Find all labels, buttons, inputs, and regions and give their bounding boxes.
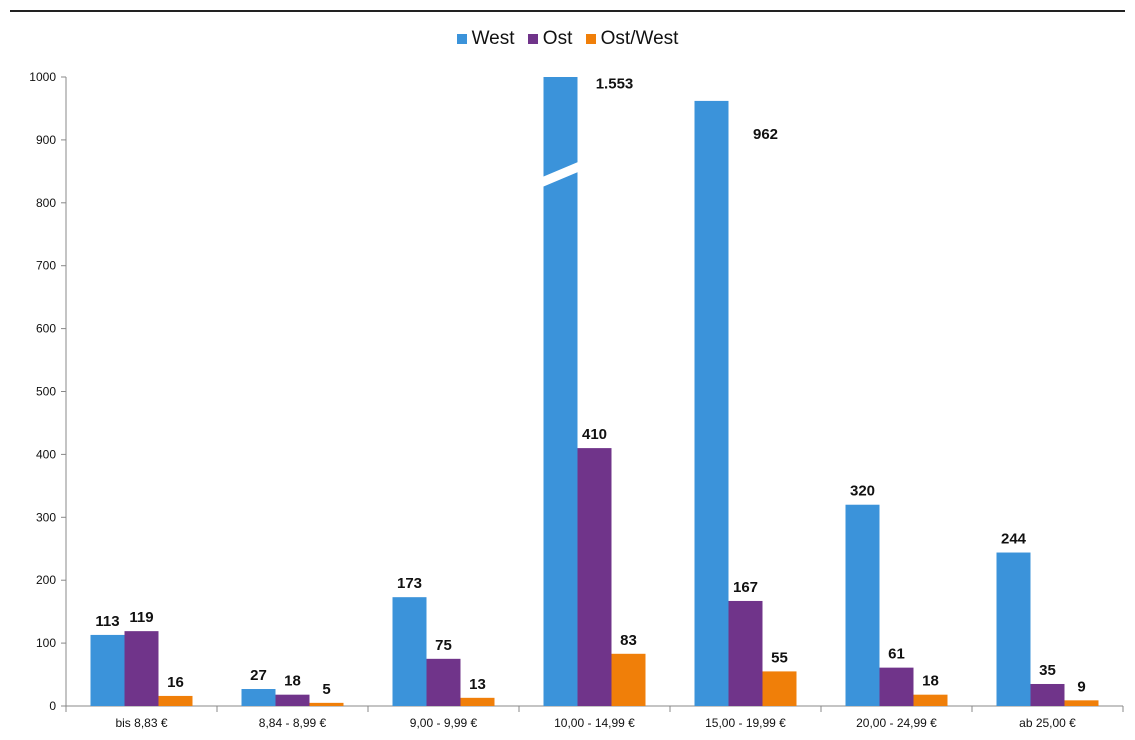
bar-ost xyxy=(728,600,763,706)
bar-west xyxy=(241,689,276,706)
bar-ost-west xyxy=(611,653,646,706)
data-label: 16 xyxy=(167,674,184,691)
bar-west xyxy=(845,504,880,706)
x-tick-label: ab 25,00 € xyxy=(1019,716,1076,730)
chart-legend: West Ost Ost/West xyxy=(0,28,1135,50)
legend-swatch-ost xyxy=(527,34,538,44)
data-label: 113 xyxy=(95,613,119,630)
y-tick-label: 800 xyxy=(36,196,56,210)
legend-item-ost-west: Ost/West xyxy=(585,28,679,50)
data-label: 61 xyxy=(888,646,905,663)
data-label: 962 xyxy=(753,126,778,143)
data-label: 5 xyxy=(322,681,330,698)
x-tick-label: 20,00 - 24,99 € xyxy=(856,716,937,730)
y-tick-label: 300 xyxy=(36,510,56,524)
bar-ost-west xyxy=(913,694,948,706)
x-tick-label: 10,00 - 14,99 € xyxy=(554,716,635,730)
data-label: 9 xyxy=(1077,678,1085,695)
axis-break-mark xyxy=(541,161,580,188)
data-label: 1.553 xyxy=(596,75,634,92)
data-label: 55 xyxy=(771,649,788,666)
data-label: 410 xyxy=(582,426,607,443)
legend-item-ost: Ost xyxy=(527,28,573,50)
data-label: 75 xyxy=(435,637,452,654)
y-tick-label: 1000 xyxy=(29,70,56,84)
legend-swatch-west xyxy=(456,34,467,44)
data-label: 83 xyxy=(620,632,637,649)
bar-ost-west xyxy=(460,697,495,706)
data-label: 119 xyxy=(129,609,153,626)
x-tick-label: 8,84 - 8,99 € xyxy=(259,716,327,730)
y-tick-label: 500 xyxy=(36,385,56,399)
legend-label-ost: Ost xyxy=(542,28,573,49)
bar-west xyxy=(694,100,729,707)
data-label: 27 xyxy=(250,667,267,684)
data-label: 18 xyxy=(284,673,301,690)
legend-item-west: West xyxy=(456,28,515,50)
y-tick-label: 400 xyxy=(36,447,56,461)
bar-ost-west xyxy=(1064,700,1099,706)
y-tick-label: 700 xyxy=(36,259,56,273)
bar-ost xyxy=(275,694,310,706)
bar-west xyxy=(996,552,1031,706)
data-label: 173 xyxy=(397,575,422,592)
x-tick-label: 15,00 - 19,99 € xyxy=(705,716,786,730)
bar-ost-west xyxy=(762,671,797,706)
bar-west xyxy=(392,597,427,706)
bar-ost xyxy=(1030,683,1065,706)
x-tick-label: 9,00 - 9,99 € xyxy=(410,716,478,730)
y-tick-label: 200 xyxy=(36,573,56,587)
y-tick-label: 600 xyxy=(36,322,56,336)
bar-ost xyxy=(124,631,159,706)
x-tick-label: bis 8,83 € xyxy=(115,716,167,730)
data-label: 13 xyxy=(469,676,486,693)
y-tick-label: 0 xyxy=(49,699,56,713)
bar-ost xyxy=(577,448,612,706)
y-tick-label: 900 xyxy=(36,133,56,147)
data-label: 167 xyxy=(733,579,758,596)
legend-swatch-ost-west xyxy=(585,34,596,44)
bar-ost-west xyxy=(309,702,344,706)
bar-west xyxy=(90,634,125,706)
bar-ost xyxy=(879,667,914,706)
legend-label-ost-west: Ost/West xyxy=(600,28,679,49)
top-rule xyxy=(10,10,1125,12)
data-label: 244 xyxy=(1001,531,1027,548)
data-label: 18 xyxy=(922,673,939,690)
y-tick-label: 100 xyxy=(36,636,56,650)
legend-label-west: West xyxy=(471,28,515,49)
bar-ost-west xyxy=(158,695,193,706)
data-label: 320 xyxy=(850,483,875,500)
data-label: 35 xyxy=(1039,662,1056,679)
bar-ost xyxy=(426,658,461,706)
